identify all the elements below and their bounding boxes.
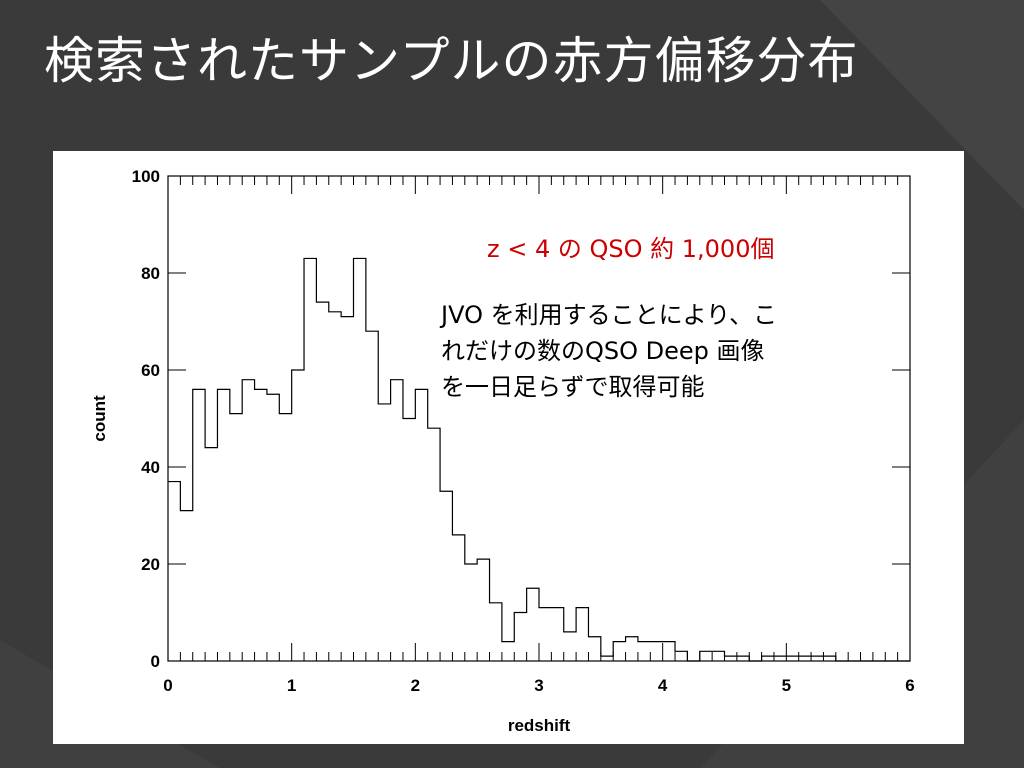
x-axis-title: redshift	[508, 716, 571, 735]
qso-count-note: z < 4 の QSO 約 1,000個	[487, 235, 775, 263]
histogram-series	[168, 257, 910, 662]
x-tick-label: 2	[411, 676, 420, 695]
y-tick-label: 20	[141, 555, 160, 574]
slide-title: 検索されたサンプルの赤方偏移分布	[44, 32, 859, 90]
x-tick-label: 3	[534, 676, 543, 695]
y-tick-label: 40	[141, 458, 160, 477]
x-tick-label: 5	[782, 676, 791, 695]
description-line: れだけの数のQSO Deep 画像	[441, 337, 765, 365]
x-tick-label: 1	[287, 676, 296, 695]
x-tick-label: 0	[163, 676, 172, 695]
y-tick-label: 0	[151, 652, 160, 671]
y-tick-label: 100	[132, 167, 160, 186]
y-tick-label: 60	[141, 361, 160, 380]
x-tick-label: 6	[905, 676, 914, 695]
y-tick-label: 80	[141, 264, 160, 283]
jvo-description: JVO を利用することにより、こ れだけの数のQSO Deep 画像 を一日足ら…	[441, 297, 901, 405]
x-tick-labels: 0 1 2 3 4 5 6	[163, 676, 914, 695]
y-axis-title: count	[90, 395, 109, 442]
plot-frame	[167, 175, 911, 662]
description-line: を一日足らずで取得可能	[441, 373, 705, 401]
histogram-chart: 0 1 2 3 4 5 6 0 20 40 60 80 100 redshift count	[90, 167, 915, 735]
description-line: JVO を利用することにより、こ	[441, 301, 778, 329]
x-tick-label: 4	[658, 676, 668, 695]
chart-panel: 0 1 2 3 4 5 6 0 20 40 60 80 100 redshift count z < …	[53, 151, 964, 744]
y-tick-labels: 0 20 40 60 80 100	[132, 167, 160, 671]
